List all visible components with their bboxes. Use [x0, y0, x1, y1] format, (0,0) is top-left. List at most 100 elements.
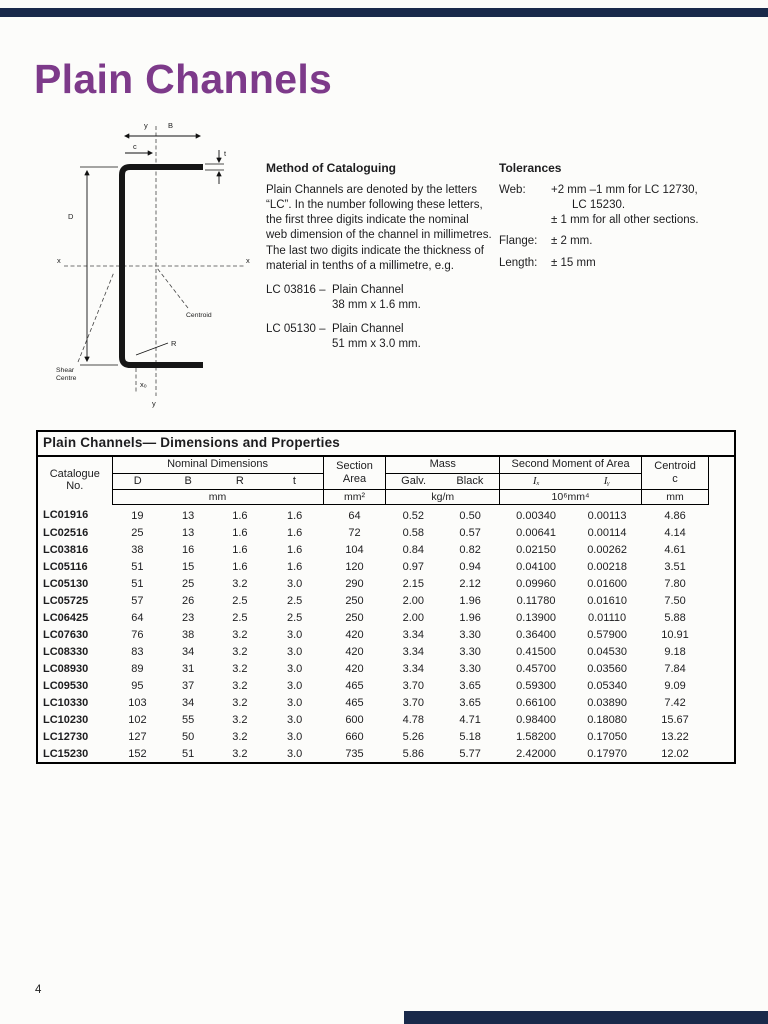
- value-cell: 290: [345, 577, 364, 590]
- r-leader: [135, 342, 169, 356]
- value-cell: 3.34: [402, 645, 425, 658]
- col-header-second-moment: Second Moment of Area: [499, 455, 643, 475]
- value-cell: 2.12: [459, 577, 481, 590]
- value-cell: 0.98400: [516, 713, 556, 726]
- value-cell: 3.0: [287, 679, 303, 692]
- value-cell: 0.57: [459, 526, 481, 539]
- value-cell: 7.80: [664, 577, 686, 590]
- value-cell: 3.30: [459, 645, 481, 658]
- value-cell: 34: [182, 645, 195, 658]
- value-cell: 4.86: [664, 509, 686, 522]
- page-title: Plain Channels: [34, 56, 333, 102]
- value-cell: 72: [348, 526, 361, 539]
- col-header-iy: Iᵧ: [572, 473, 643, 490]
- value-cell: 76: [131, 628, 144, 641]
- dimensions-properties-table-wrap: Plain Channels— Dimensions and Propertie…: [36, 430, 736, 765]
- label-shear-centre-2: Centre: [56, 375, 77, 382]
- value-cell: 120: [345, 560, 364, 573]
- value-cell: 50: [182, 730, 195, 743]
- example-desc-line1: Plain Channel: [332, 323, 404, 336]
- channel-diagram-svg: y B c t D x x Shear Centre Centroid R xₒ…: [56, 121, 250, 408]
- col-header-galv: Galv.: [385, 473, 441, 490]
- value-cell: 3.2: [232, 747, 248, 760]
- value-cell: 83: [131, 645, 144, 658]
- value-cell: 3.51: [664, 560, 686, 573]
- value-cell: 2.5: [232, 594, 248, 607]
- catalogue-no-cell: LC08930: [43, 662, 89, 675]
- centroid-header-line1: Centroid: [654, 459, 696, 472]
- value-cell: 2.00: [402, 594, 425, 607]
- filler-cell: [709, 592, 735, 609]
- tolerances-section: Tolerances Web: +2 mm –1 mm for LC 12730…: [499, 161, 749, 277]
- example-desc-line1: Plain Channel: [332, 283, 404, 296]
- value-cell: 102: [128, 713, 147, 726]
- example-desc: Plain Channel 38 mm x 1.6 mm.: [332, 283, 421, 313]
- value-cell: 0.94: [459, 560, 481, 573]
- value-cell: 3.70: [402, 679, 425, 692]
- channel-section-diagram: y B c t D x x Shear Centre Centroid R xₒ…: [56, 116, 256, 408]
- filler-cell: [709, 626, 735, 643]
- value-cell: 2.15: [402, 577, 425, 590]
- value-cell: 89: [131, 662, 144, 675]
- value-cell: 2.00: [402, 611, 425, 624]
- example-desc-line2: 38 mm x 1.6 mm.: [332, 299, 421, 312]
- value-cell: 420: [345, 628, 364, 641]
- value-cell: 34: [182, 696, 195, 709]
- value-cell: 0.50: [459, 509, 481, 522]
- filler-cell: [709, 524, 735, 541]
- value-cell: 600: [345, 713, 364, 726]
- value-cell: 0.17050: [587, 730, 627, 743]
- filler-cell: [709, 745, 735, 763]
- value-cell: 3.34: [402, 662, 425, 675]
- value-cell: 0.00113: [587, 509, 627, 522]
- catalogue-header-line1: Catalogue: [49, 467, 100, 480]
- catalogue-no-cell: LC03816: [43, 543, 89, 556]
- value-cell: 4.61: [664, 543, 686, 556]
- value-cell: 3.2: [232, 662, 248, 675]
- unit-mm: mm: [112, 489, 324, 505]
- value-cell: 0.01600: [587, 577, 627, 590]
- value-cell: 1.6: [287, 560, 303, 573]
- filler-column: [709, 456, 735, 505]
- filler-cell: [709, 677, 735, 694]
- filler-cell: [709, 643, 735, 660]
- col-header-d: D: [112, 473, 163, 490]
- filler-cell: [709, 728, 735, 745]
- value-cell: 4.78: [402, 713, 425, 726]
- filler-cell: [709, 711, 735, 728]
- channel-outline: [119, 164, 203, 368]
- value-cell: 3.30: [459, 628, 481, 641]
- value-cell: 15: [182, 560, 195, 573]
- value-cell: 2.42000: [516, 747, 556, 760]
- table-row: LC02516 25 13 1.6 1.6 72 0.58 0.57 0.00641 0.0011…: [37, 524, 735, 541]
- value-cell: 0.82: [459, 543, 481, 556]
- filler-cell: [709, 558, 735, 575]
- value-cell: 0.00641: [516, 526, 556, 539]
- value-cell: 3.0: [287, 577, 303, 590]
- table-row: LC09530 95 37 3.2 3.0 465 3.70 3.65 0.59300 0.053…: [37, 677, 735, 694]
- value-cell: 0.59300: [516, 679, 556, 692]
- value-cell: 0.17970: [587, 747, 627, 760]
- value-cell: 38: [131, 543, 144, 556]
- value-cell: 0.41500: [516, 645, 556, 658]
- value-cell: 15.67: [661, 713, 689, 726]
- value-cell: 16: [182, 543, 195, 556]
- value-cell: 31: [182, 662, 195, 675]
- value-cell: 9.18: [664, 645, 686, 658]
- label-r: R: [171, 339, 177, 348]
- value-cell: 10.91: [661, 628, 689, 641]
- value-cell: 420: [345, 662, 364, 675]
- value-cell: 735: [345, 747, 364, 760]
- catalogue-example-2: LC 05130 – Plain Channel 51 mm x 3.0 mm.: [266, 322, 492, 352]
- tolerance-length-label: Length:: [499, 256, 538, 269]
- value-cell: 51: [131, 577, 144, 590]
- value-cell: 1.96: [459, 594, 481, 607]
- catalogue-no-cell: LC10230: [43, 713, 89, 726]
- catalogue-no-cell: LC05116: [43, 560, 88, 573]
- value-cell: 1.6: [287, 509, 303, 522]
- value-cell: 103: [128, 696, 147, 709]
- value-cell: 9.09: [664, 679, 686, 692]
- value-cell: 2.5: [287, 594, 303, 607]
- label-t: t: [224, 149, 227, 158]
- label-b: B: [168, 121, 173, 130]
